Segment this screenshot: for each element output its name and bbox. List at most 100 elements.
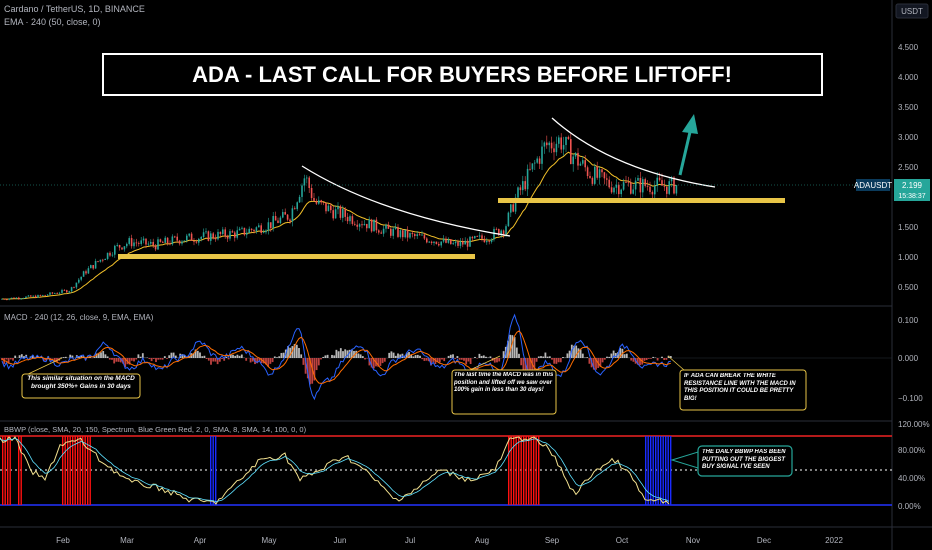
macd-hist-bar [625, 353, 628, 358]
candle-body [356, 224, 358, 227]
macd-hist-bar [5, 358, 8, 360]
time-axis[interactable]: Feb Mar Apr May Jun Jul Aug Sep Oct Nov Dec 2022 [56, 536, 843, 545]
bbwp-signal-bars [2, 436, 672, 505]
macd-hist-bar [555, 358, 558, 364]
macd-hist-bar [346, 350, 349, 358]
candle-body [133, 242, 135, 247]
candle-body [18, 297, 20, 299]
candle-body [560, 137, 562, 150]
bbwp-blue-bar [670, 436, 672, 505]
candle-body [368, 219, 370, 229]
bbwp-red-bar [523, 436, 525, 505]
bbwp-red-bar [74, 436, 76, 505]
macd-hist-bar [262, 358, 265, 364]
macd-hist-bar [322, 356, 325, 358]
candle-body [279, 217, 282, 223]
candle-body [517, 187, 519, 198]
macd-hist-bar [612, 350, 615, 358]
candle-body [615, 184, 618, 188]
macd-hist-bar [320, 358, 322, 360]
macd-hist-bar [135, 358, 138, 360]
candle-body [212, 233, 214, 239]
macd-hist-bar [540, 356, 542, 358]
macd-hist-bar [108, 358, 111, 360]
macd-axis[interactable]: 0.100 0.000 −0.100 [898, 316, 923, 403]
candle-body [421, 234, 423, 236]
macd-hist-bar [515, 347, 518, 358]
candle-body [171, 236, 174, 245]
macd-hist-bar [522, 358, 525, 374]
last-price: 2.199 [902, 181, 923, 190]
candle-body [202, 232, 205, 237]
candle-body [565, 136, 567, 146]
candle-body [639, 177, 642, 193]
candle-body [37, 295, 39, 298]
macd-hist-bar [335, 349, 338, 358]
bbwp-red-bar [7, 436, 9, 505]
macd-hist-bar [42, 358, 45, 362]
macd-hist-bar [441, 358, 443, 360]
candle-body [66, 290, 68, 293]
candle-body [382, 228, 385, 234]
macd-hist-bar [104, 354, 107, 358]
candle-body [286, 214, 289, 220]
currency-badge[interactable] [895, 3, 929, 19]
macd-hist-bar [12, 358, 14, 361]
bbwp-red-bar [528, 436, 530, 505]
macd-hist-bar [229, 354, 232, 358]
candle-body [337, 206, 339, 210]
macd-hist-bar [357, 353, 360, 358]
macd-hist-bar [606, 356, 608, 358]
bbwp-blue-bar [667, 436, 669, 505]
candle-body [272, 216, 274, 228]
candle-body [320, 200, 322, 203]
candle-body [596, 166, 598, 178]
candle-body [471, 236, 474, 239]
candle-body [315, 200, 318, 204]
bbwp-note-text: THE DAILY BBWP HAS BEEN PUTTING OUT THE … [702, 449, 786, 470]
bbwp-red-bar [67, 436, 69, 505]
candle-body [632, 189, 634, 194]
macd-hist-bar [482, 355, 485, 358]
candle-body [538, 158, 541, 164]
bbwp-red-bar [508, 436, 510, 505]
macd-hist-bar [496, 358, 498, 363]
candle-body [481, 235, 483, 239]
macd-hist-bar [669, 356, 672, 358]
candle-body [178, 240, 181, 244]
candle-body [274, 216, 277, 221]
candle-body [188, 233, 190, 236]
macd-hist-bar [172, 352, 175, 358]
macd-hist-bar [485, 356, 487, 358]
macd-hist-bar [137, 354, 140, 358]
candle-body [553, 148, 555, 153]
candle-body [80, 276, 82, 280]
bbwp-red-bar [82, 436, 84, 505]
candle-body [459, 241, 462, 246]
candle-body [255, 227, 258, 232]
macd-hist-bar [460, 358, 463, 360]
bbwp-axis[interactable]: 120.00% 80.00% 40.00% 0.00% [898, 420, 930, 511]
macd-hist-bar [447, 355, 450, 358]
macd-hist-bar [423, 358, 426, 361]
macd-hist-bar [427, 358, 430, 362]
macd-hist-bar [113, 358, 116, 364]
macd-hist-bar [97, 352, 100, 358]
candle-body [495, 228, 498, 230]
candle-body [229, 231, 231, 239]
time-tick-label: Nov [686, 536, 700, 545]
macd-hist-bar [150, 358, 153, 362]
macd-hist-bar [509, 334, 512, 358]
candle-body [519, 187, 522, 191]
candle-body [253, 229, 255, 232]
macd-hist-bar [511, 335, 514, 358]
macd-hist-bar [524, 358, 527, 377]
time-tick-label: Jun [334, 536, 347, 545]
macd-hist-bar [586, 357, 589, 358]
bbwp-blue-bar [660, 436, 662, 505]
candle-body [308, 177, 310, 188]
macd-hist-bar [601, 358, 604, 363]
candle-body [109, 252, 111, 256]
candle-body [313, 198, 315, 201]
